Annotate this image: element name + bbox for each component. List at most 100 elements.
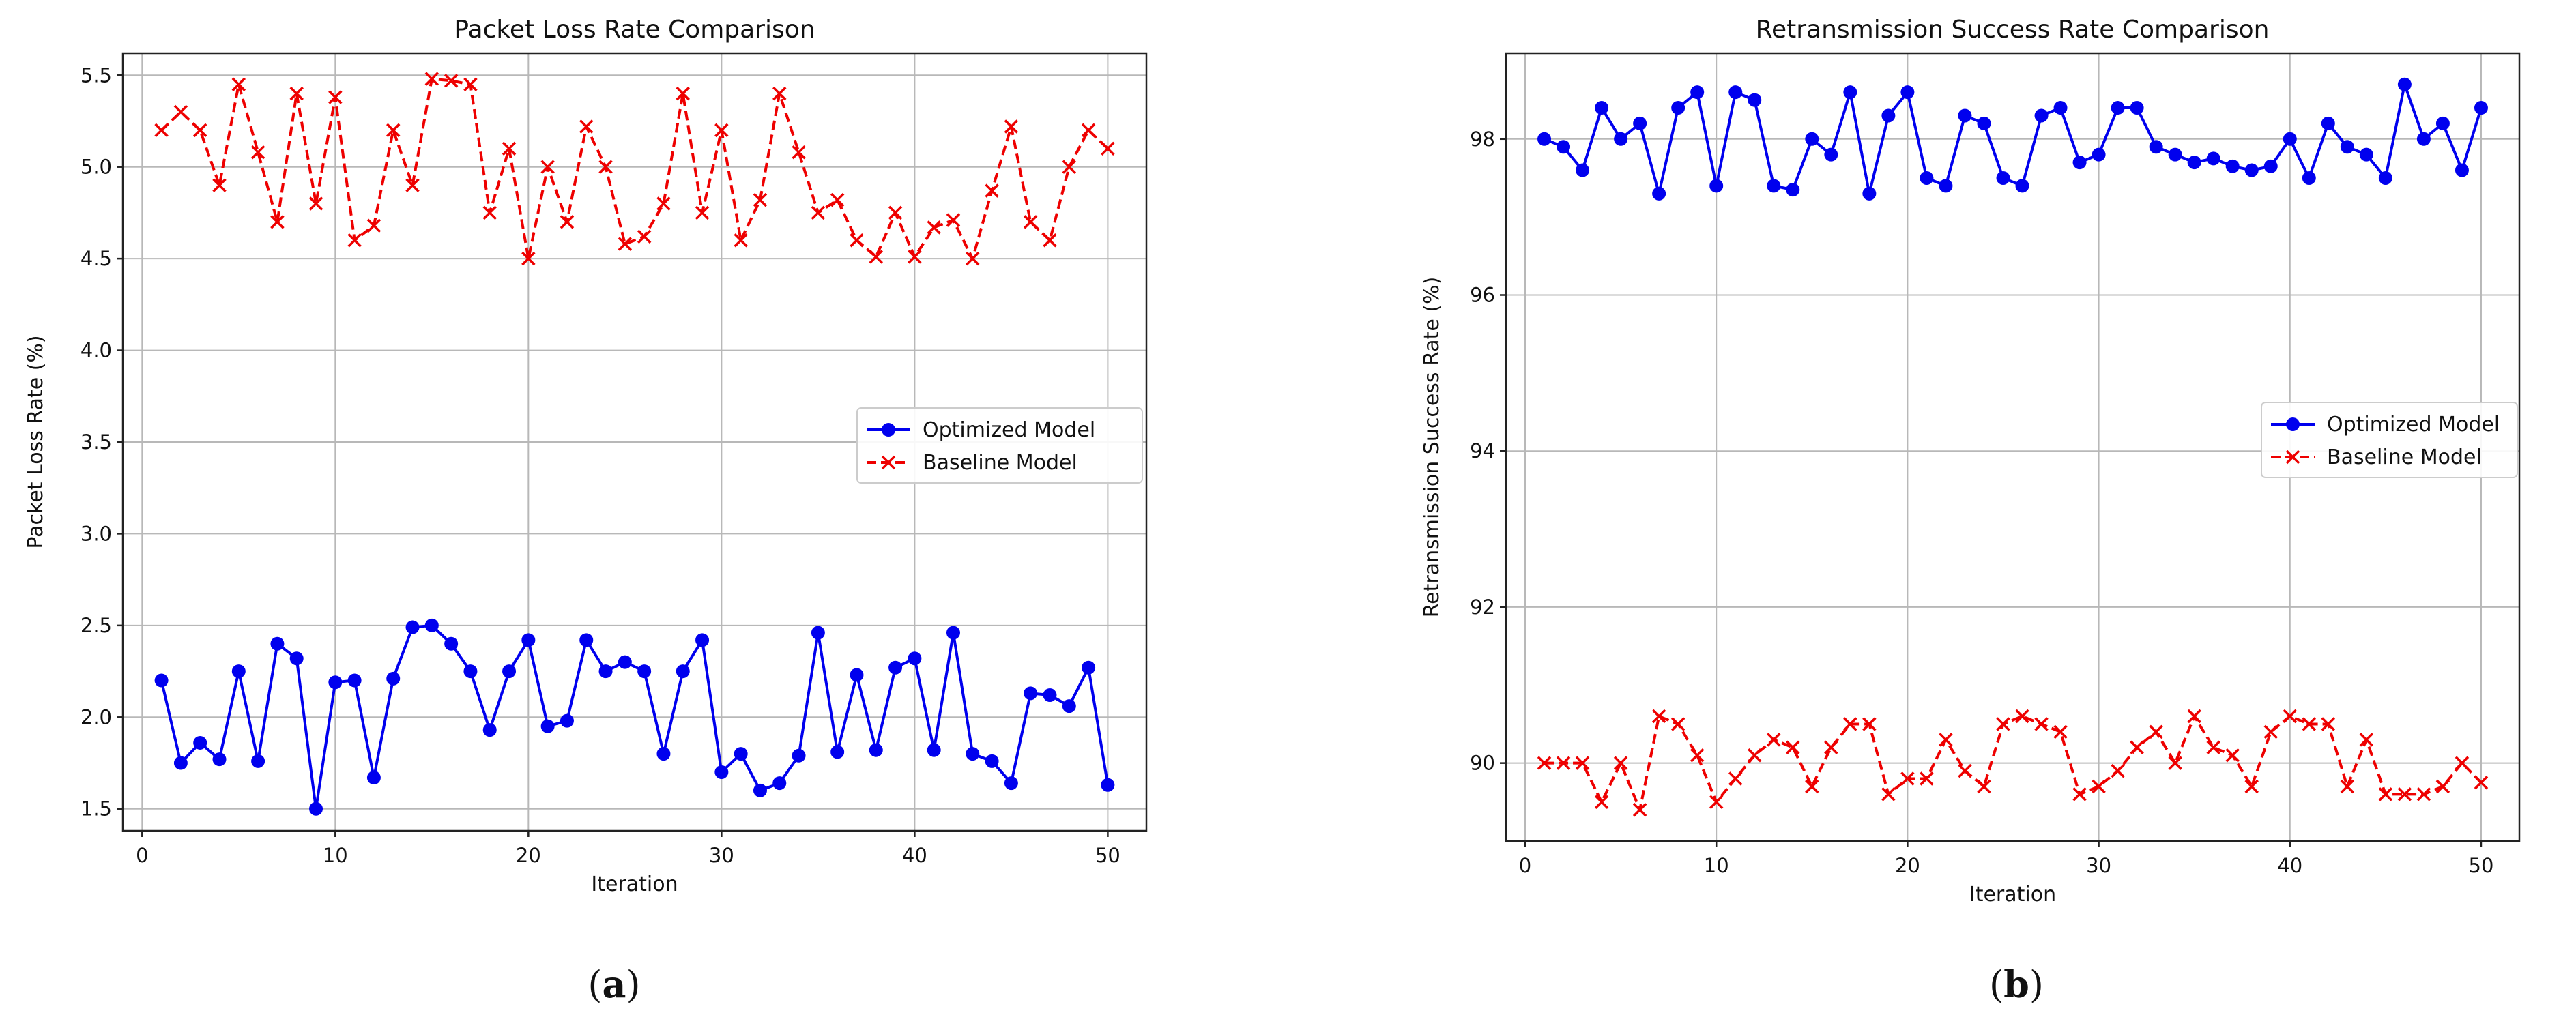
y-tick-label: 3.5 bbox=[81, 430, 112, 454]
y-tick-label: 2.0 bbox=[81, 705, 112, 729]
data-point bbox=[309, 801, 323, 816]
data-point bbox=[2283, 709, 2298, 724]
legend-label: Baseline Model bbox=[2327, 445, 2482, 469]
data-point bbox=[2053, 101, 2068, 115]
data-point bbox=[1023, 215, 1038, 229]
data-point bbox=[1786, 183, 1800, 197]
data-point bbox=[463, 664, 478, 679]
x-tick-label: 20 bbox=[516, 844, 541, 867]
series-baseline-model bbox=[1537, 709, 2489, 817]
data-point bbox=[1004, 776, 1018, 791]
data-point bbox=[424, 618, 439, 632]
data-point bbox=[251, 754, 265, 768]
data-point bbox=[2340, 779, 2355, 794]
data-point bbox=[2378, 171, 2392, 185]
data-point bbox=[1805, 132, 1819, 146]
data-point bbox=[830, 192, 845, 207]
legend: Optimized Model Baseline Model bbox=[856, 407, 1143, 484]
data-point bbox=[1824, 740, 1838, 755]
data-point bbox=[850, 233, 864, 248]
data-point bbox=[734, 233, 748, 248]
data-point bbox=[154, 673, 169, 688]
data-point bbox=[888, 660, 903, 675]
data-point bbox=[792, 748, 806, 763]
data-point bbox=[1556, 756, 1571, 770]
y-tick-label: 5.0 bbox=[81, 156, 112, 179]
data-point bbox=[173, 104, 188, 119]
data-point bbox=[2015, 709, 2029, 724]
data-point bbox=[2435, 116, 2450, 130]
legend-label: Optimized Model bbox=[2327, 413, 2500, 437]
chart-title: Packet Loss Rate Comparison bbox=[454, 16, 815, 44]
x-tick-label: 0 bbox=[1519, 854, 1531, 877]
data-point bbox=[985, 754, 999, 768]
data-point bbox=[1670, 717, 1685, 731]
x-tick-label: 20 bbox=[1895, 854, 1920, 877]
data-point bbox=[637, 229, 652, 244]
data-point bbox=[289, 651, 304, 666]
data-point bbox=[2283, 132, 2297, 146]
data-point bbox=[2474, 101, 2488, 115]
data-point bbox=[2092, 147, 2106, 162]
data-point bbox=[2034, 108, 2049, 123]
legend-label: Baseline Model bbox=[923, 451, 1077, 475]
chart-panel-b: 0 10 20 30 40 50 90 92 94 96 98 Retransmission Succ… bbox=[1420, 16, 2521, 1006]
data-point bbox=[405, 620, 420, 634]
data-point bbox=[347, 233, 362, 248]
data-point bbox=[695, 205, 710, 220]
data-point bbox=[1062, 699, 1076, 713]
legend-marker bbox=[881, 455, 896, 470]
x-tick-label: 50 bbox=[1095, 844, 1120, 867]
data-point bbox=[1690, 85, 1705, 100]
data-point bbox=[966, 747, 980, 761]
x-tick-label: 30 bbox=[2086, 854, 2111, 877]
data-point bbox=[2263, 724, 2278, 739]
data-point bbox=[1996, 717, 2010, 731]
data-point bbox=[1613, 756, 1628, 770]
data-point bbox=[1862, 717, 1877, 731]
data-point bbox=[212, 178, 227, 192]
data-point bbox=[560, 215, 575, 229]
data-point bbox=[193, 735, 207, 750]
data-point bbox=[2416, 787, 2431, 801]
data-point bbox=[1652, 186, 1666, 201]
data-point bbox=[424, 72, 439, 86]
data-point bbox=[2072, 156, 2087, 170]
data-point bbox=[966, 251, 980, 266]
data-point bbox=[676, 664, 690, 679]
data-point bbox=[1537, 756, 1552, 770]
panel-label: (b) bbox=[1989, 962, 2044, 1006]
x-tick-label: 40 bbox=[902, 844, 927, 867]
data-point bbox=[1996, 171, 2010, 185]
data-point bbox=[1575, 756, 1590, 770]
data-point bbox=[2416, 132, 2431, 146]
data-point bbox=[308, 196, 323, 211]
data-point bbox=[1805, 779, 1819, 794]
data-point bbox=[869, 743, 883, 757]
series-line bbox=[1544, 83, 2483, 195]
data-point bbox=[463, 77, 478, 91]
x-tick-label: 40 bbox=[2277, 854, 2302, 877]
y-tick-label: 5.5 bbox=[81, 63, 112, 87]
data-point bbox=[2474, 775, 2489, 790]
data-point bbox=[347, 673, 362, 688]
x-tick-label: 50 bbox=[2469, 854, 2494, 877]
y-tick-label: 96 bbox=[1470, 284, 1495, 307]
data-point bbox=[2034, 717, 2049, 731]
data-point bbox=[830, 745, 845, 759]
data-point bbox=[540, 160, 555, 174]
data-point bbox=[714, 123, 729, 138]
data-point bbox=[637, 664, 652, 679]
data-point bbox=[1939, 179, 1953, 193]
y-tick-label: 4.0 bbox=[81, 339, 112, 362]
data-point bbox=[192, 123, 207, 138]
data-point bbox=[946, 626, 960, 640]
data-point bbox=[482, 205, 497, 220]
x-axis-label: Iteration bbox=[1969, 883, 2056, 907]
data-point bbox=[1004, 119, 1019, 134]
y-tick-label: 2.5 bbox=[81, 614, 112, 637]
data-point bbox=[579, 119, 594, 134]
data-point bbox=[2378, 787, 2393, 801]
y-tick-label: 1.5 bbox=[81, 797, 112, 821]
series-line bbox=[160, 77, 1109, 261]
